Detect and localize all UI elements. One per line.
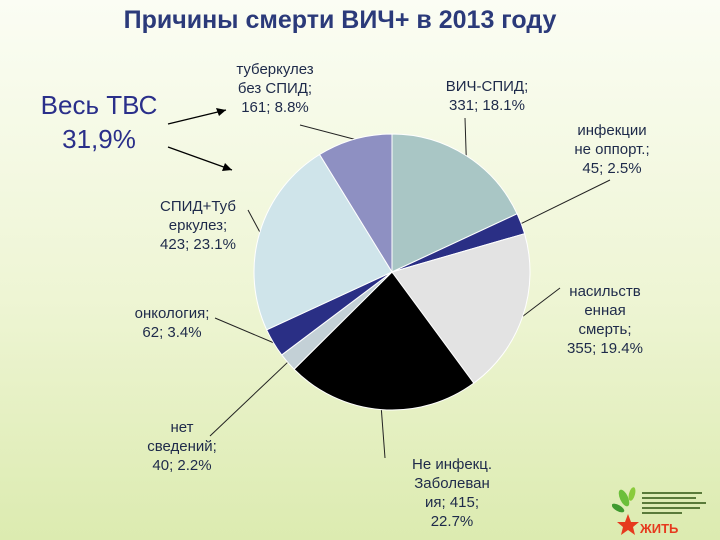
leader-line [209, 361, 288, 437]
slice-label-line: смерть; [578, 321, 632, 338]
logo-text-lines [642, 492, 706, 514]
slice-label-line: насильств [569, 283, 641, 300]
slice-label-line: 22.7% [430, 513, 474, 530]
tb-total-annotation: Весь ТВС 31,9% [24, 88, 174, 156]
leader-line [299, 124, 355, 140]
slice-label-line: енная [584, 302, 626, 319]
slice-data-label: нет сведений; 40; 2.2% [132, 418, 232, 475]
annotation-arrowhead-1 [216, 108, 226, 116]
annotation-arrowhead-2 [222, 163, 232, 171]
page-title: Причины смерти ВИЧ+ в 2013 году [123, 6, 557, 34]
leader-line [464, 117, 467, 156]
slice-data-label: инфекции не оппорт.; 45; 2.5% [552, 121, 672, 178]
slice-data-label: онкология; 62; 3.4% [112, 304, 232, 342]
slice-label-line: 40; 2.2% [152, 457, 212, 474]
slice-label-line: нет [170, 419, 194, 436]
slice-label-line: еркулез; [168, 217, 228, 234]
slice-label-line: инфекции [577, 122, 647, 139]
slice-label-line: ВИЧ-СПИД; [445, 78, 529, 95]
annotation-arrow-2 [167, 146, 233, 171]
slice-label-line: 62; 3.4% [142, 324, 202, 341]
slice-data-label: насильств енная смерть; 355; 19.4% [540, 282, 670, 358]
pie-slice [318, 133, 393, 274]
tb-total-label: Весь ТВС [40, 90, 158, 120]
pie-slice [391, 133, 518, 273]
logo-word: ЖИТЬ [639, 521, 678, 536]
slice-label-line: 45; 2.5% [582, 160, 642, 177]
slice-label-line: онкология; [134, 305, 210, 322]
tb-total-value: 31,9% [62, 124, 136, 154]
slice-label-line: туберкулез [236, 61, 314, 78]
slice-label-line: сведений; [147, 438, 217, 455]
slice-data-label: Не инфекц. Заболеван ия; 415; 22.7% [392, 455, 512, 531]
leader-line [380, 409, 386, 459]
annotation-arrow-1 [167, 109, 227, 125]
slice-label-line: не оппорт.; [574, 141, 650, 158]
slice-label-line: СПИД+Туб [160, 198, 236, 215]
slice-label-line: Не инфекц. [411, 456, 492, 473]
slice-label-line: Заболеван [414, 475, 490, 492]
slice-data-label: туберкулез без СПИД; 161; 8.8% [200, 60, 350, 117]
leader-line [521, 179, 611, 225]
slice-label-line: 331; 18.1% [449, 97, 525, 114]
slice-data-label: СПИД+Туб еркулез; 423; 23.1% [128, 197, 268, 254]
leader-line [247, 209, 261, 233]
leader-line [214, 317, 274, 344]
logo-star-icon [617, 514, 639, 535]
slice-label-line: ия; 415; [424, 494, 480, 511]
logo-leaves-icon [612, 487, 636, 513]
slice-label-line: 161; 8.8% [241, 99, 309, 116]
pie-slice [293, 271, 475, 411]
organization-logo: ЖИТЬ [612, 487, 706, 536]
slice-data-label: ВИЧ-СПИД; 331; 18.1% [412, 77, 562, 115]
pie-slice [391, 233, 531, 384]
pie-slice [253, 153, 393, 331]
slice-label-line: 423; 23.1% [160, 236, 236, 253]
slice-label-line: 355; 19.4% [567, 340, 643, 357]
leader-line [522, 287, 561, 317]
slice-label-line: без СПИД; [237, 80, 313, 97]
